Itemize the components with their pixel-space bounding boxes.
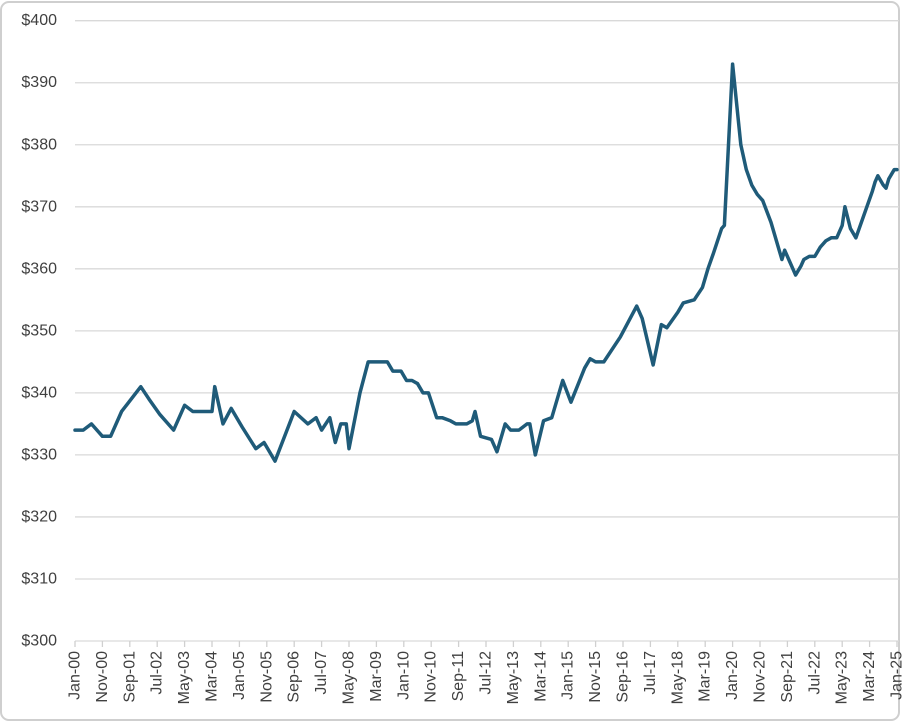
x-axis-label: Mar-09	[368, 651, 385, 702]
x-axis-label: May-13	[505, 651, 522, 704]
x-axis-label: Jan-25	[889, 651, 906, 700]
x-axis-label: Nov-20	[752, 651, 769, 703]
x-axis-label: May-23	[834, 651, 851, 704]
x-axis-label: Sep-06	[286, 651, 303, 703]
x-axis-label: Jul-02	[149, 651, 166, 695]
x-axis-label: Jan-10	[395, 651, 412, 700]
x-axis-label: Mar-19	[697, 651, 714, 702]
y-axis-label: $340	[21, 384, 57, 401]
y-axis-label: $330	[21, 446, 57, 463]
y-axis-labels-group: $300 $310 $320 $330 $340 $350 $360 $370 $380 $390…	[21, 12, 57, 649]
y-axis-label: $360	[21, 260, 57, 277]
chart-card	[0, 1, 900, 721]
x-axis-label: Jul-12	[478, 651, 495, 695]
x-axis-label: May-18	[669, 651, 686, 704]
x-axis-label: Sep-16	[615, 651, 632, 703]
x-axis-label: Jul-17	[642, 651, 659, 695]
y-axis-label: $300	[21, 633, 57, 650]
x-axis-label: Jan-15	[560, 651, 577, 700]
x-axis-label: Nov-05	[258, 651, 275, 703]
x-axis-label: Nov-15	[587, 651, 604, 703]
price-line	[73, 62, 899, 463]
x-axis-label: Jan-20	[724, 651, 741, 700]
y-axis-label: $350	[21, 322, 57, 339]
x-axis-label: Sep-21	[779, 651, 796, 703]
x-axis-label: Nov-10	[423, 651, 440, 703]
x-axis-label: Sep-11	[450, 651, 467, 702]
x-axis-label: Jan-05	[231, 651, 248, 700]
x-axis-labels-group: Jan-00 Nov-00 Sep-01 Jul-02 May-03 Mar-04 Jan-…	[67, 651, 906, 704]
y-axis-label: $390	[21, 74, 57, 91]
x-axis-label: Mar-24	[861, 651, 878, 702]
x-axis-label: Sep-01	[121, 651, 138, 703]
x-axis-label: Mar-14	[532, 651, 549, 702]
x-axis-ticks-group	[74, 641, 898, 647]
x-axis-label: May-03	[176, 651, 193, 704]
y-axis-label: $400	[21, 12, 57, 29]
x-axis-label: Nov-00	[94, 651, 111, 703]
y-axis-label: $320	[21, 508, 57, 525]
x-axis-label: May-08	[341, 651, 358, 704]
x-axis-label: Jul-07	[313, 651, 330, 695]
y-axis-label: $310	[21, 570, 57, 587]
x-axis-label: Jul-22	[806, 651, 823, 695]
x-axis-label: Mar-04	[204, 651, 221, 702]
x-axis-label: Jan-00	[67, 651, 84, 700]
y-axis-label: $370	[21, 198, 57, 215]
y-axis-label: $380	[21, 136, 57, 153]
gridlines-group	[75, 20, 899, 642]
